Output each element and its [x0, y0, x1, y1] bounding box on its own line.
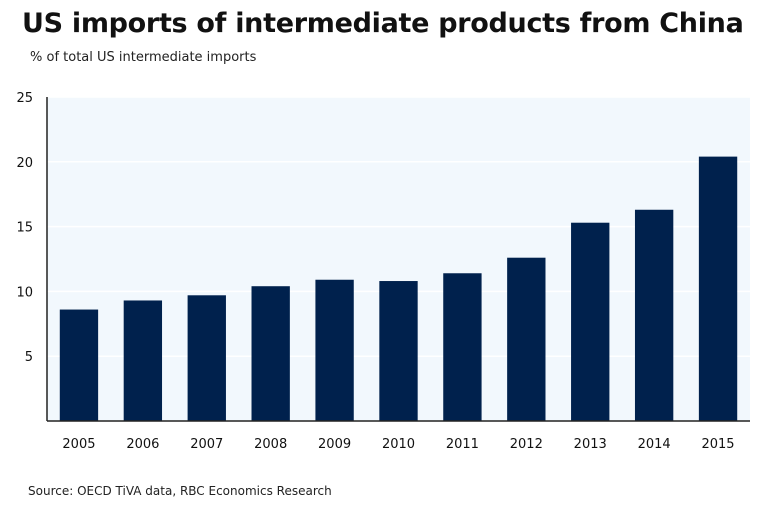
bar-2009 — [315, 279, 354, 421]
bar-2007 — [187, 295, 226, 421]
y-tick-label: 10 — [16, 285, 33, 300]
x-tick-label: 2010 — [382, 437, 415, 452]
x-tick-label: 2013 — [574, 437, 607, 452]
gridlines — [47, 96, 750, 357]
y-tick-label: 20 — [16, 156, 33, 171]
bar-2012 — [507, 257, 546, 421]
y-tick-labels: 5 10 15 20 25 — [16, 91, 33, 365]
x-tick-label: 2014 — [638, 437, 671, 452]
x-tick-label: 2008 — [254, 437, 287, 452]
x-tick-label: 2012 — [510, 437, 543, 452]
source-note: Source: OECD TiVA data, RBC Economics Re… — [28, 484, 332, 498]
x-tick-label: 2007 — [190, 437, 223, 452]
y-tick-label: 15 — [16, 221, 33, 236]
axes — [46, 97, 750, 422]
x-tick-label: 2006 — [126, 437, 159, 452]
bar-2005 — [59, 309, 99, 421]
y-tick-label: 5 — [25, 350, 33, 365]
bar-2011 — [443, 273, 482, 421]
bars — [59, 156, 738, 421]
x-tick-label: 2011 — [446, 437, 479, 452]
chart-subtitle: % of total US intermediate imports — [30, 50, 257, 65]
x-tick-label: 2009 — [318, 437, 351, 452]
chart-title: US imports of intermediate products from… — [22, 8, 744, 39]
bar-2014 — [634, 209, 674, 421]
bar-2015 — [698, 156, 738, 421]
x-tick-labels: 2005 2006 2007 2008 2009 2010 2011 2012 2013 2014… — [62, 437, 734, 452]
bar-2013 — [571, 222, 610, 421]
x-tick-label: 2005 — [62, 437, 95, 452]
x-tick-label: 2015 — [701, 437, 734, 452]
y-tick-label: 25 — [16, 91, 33, 106]
bar-2006 — [123, 300, 163, 421]
bar-2010 — [379, 281, 418, 421]
bar-2008 — [251, 286, 290, 421]
